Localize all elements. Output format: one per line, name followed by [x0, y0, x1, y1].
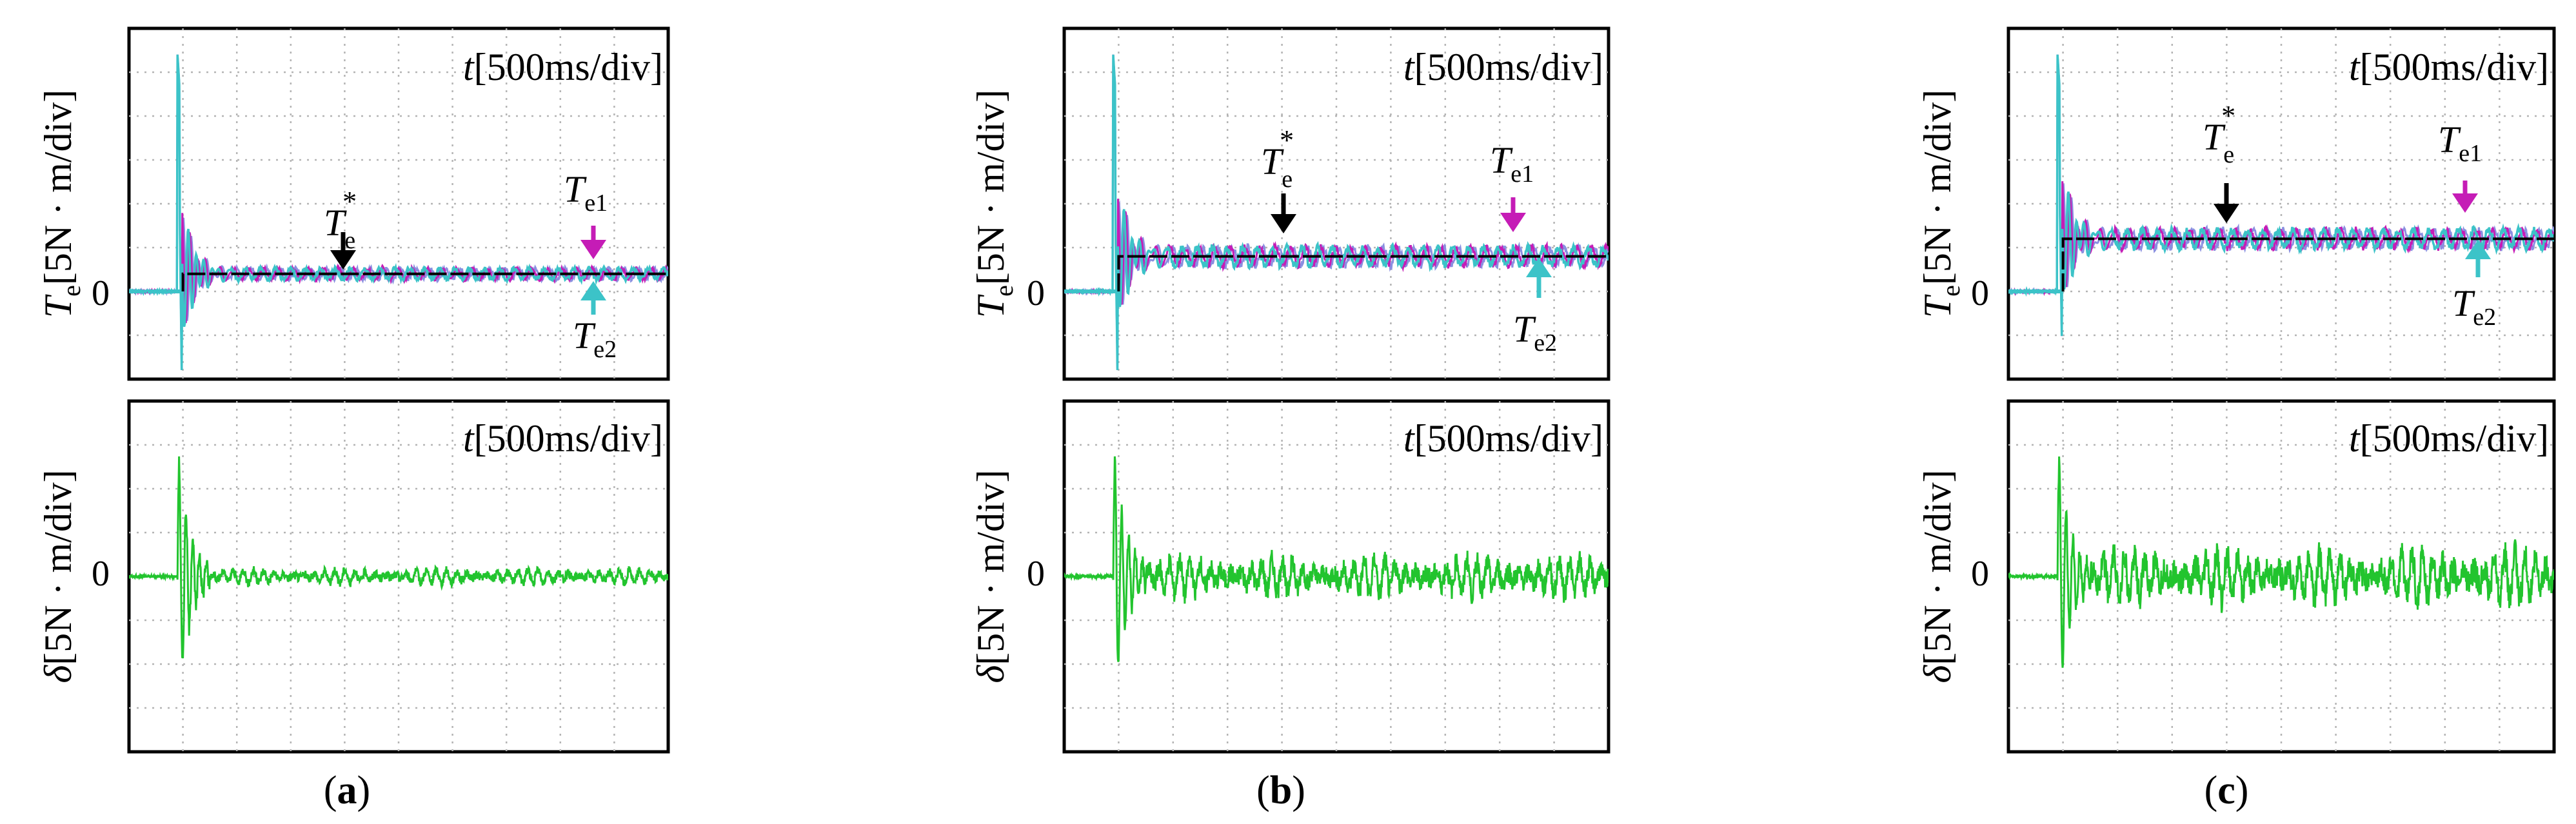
panel-label-b: (b)	[1256, 769, 1305, 812]
delta-plot-a: t[500ms/div] 0 δ[5N · m/div]	[37, 399, 670, 754]
te2-label: Te2	[2452, 282, 2496, 331]
zero-label: 0	[1971, 273, 1989, 313]
y-axis-label: δ[5N · m/div]	[37, 469, 79, 683]
time-axis-label: t[500ms/div]	[2349, 417, 2549, 460]
time-axis-label: t[500ms/div]	[2349, 46, 2549, 88]
ref-torque-label: Te*	[2203, 100, 2235, 168]
delta-traces	[2008, 456, 2554, 668]
series-te1-line	[1064, 54, 1609, 371]
ref-torque-arrow	[2214, 183, 2239, 223]
te1-label: Te1	[2438, 119, 2482, 167]
panel-label-a: (a)	[324, 769, 370, 812]
te1-label: Te1	[1490, 139, 1534, 188]
series-te2-line	[2008, 54, 2554, 337]
time-axis-label: t[500ms/div]	[1403, 46, 1603, 88]
torque-plot-b: t[500ms/div] 0 Te[5N · m/div] Te* Te1 Te…	[969, 26, 1610, 381]
te1-arrow	[1500, 197, 1526, 232]
ref-torque-label: Te*	[324, 186, 357, 254]
y-axis-label: δ[5N · m/div]	[969, 469, 1012, 683]
series-ref-line	[1117, 255, 1609, 291]
zero-label: 0	[92, 273, 110, 313]
panel-a: t[500ms/div] 0 Te[5N · m/div] Te* Te1 Te…	[37, 26, 670, 812]
delta-traces	[1064, 456, 1609, 662]
te2-label: Te2	[1513, 308, 1557, 357]
time-axis-label: t[500ms/div]	[463, 46, 663, 88]
delta-plot-c: t[500ms/div] 0 δ[5N · m/div]	[1916, 399, 2556, 754]
zero-label: 0	[1027, 273, 1045, 313]
y-axis-label: Te[5N · m/div]	[969, 90, 1018, 318]
time-axis-label: t[500ms/div]	[463, 417, 663, 460]
series-delta-line	[2008, 456, 2554, 668]
torque-plot-c: t[500ms/div] 0 Te[5N · m/div] Te* Te1 Te…	[1916, 26, 2556, 381]
te2-label: Te2	[573, 315, 617, 363]
ref-torque-label: Te*	[1261, 124, 1294, 193]
zero-label: 0	[1027, 554, 1045, 594]
torque-traces	[2008, 54, 2554, 337]
panel-label-c: (c)	[2204, 769, 2249, 812]
te2-arrow	[1526, 258, 1552, 298]
zero-label: 0	[1971, 554, 1989, 594]
series-delta-line	[1064, 456, 1609, 662]
delta-traces	[129, 456, 668, 659]
panel-b: t[500ms/div] 0 Te[5N · m/div] Te* Te1 Te…	[969, 26, 1610, 812]
torque-traces	[129, 54, 668, 371]
ref-torque-arrow	[1271, 193, 1296, 233]
y-axis-label: Te[5N · m/div]	[1916, 90, 1965, 318]
te1-arrow	[2452, 181, 2478, 213]
panel-c: t[500ms/div] 0 Te[5N · m/div] Te* Te1 Te…	[1916, 26, 2556, 812]
series-ref-line	[181, 272, 668, 291]
torque-plot-a: t[500ms/div] 0 Te[5N · m/div] Te* Te1 Te…	[37, 26, 670, 381]
ref-torque-arrow	[330, 232, 356, 270]
zero-label: 0	[92, 554, 110, 594]
series-delta-line	[129, 456, 668, 659]
torque-grid	[2008, 28, 2554, 379]
te2-arrow	[2465, 240, 2491, 277]
y-axis-label: Te[5N · m/div]	[37, 90, 86, 318]
torque-grid	[129, 28, 668, 379]
time-axis-label: t[500ms/div]	[1403, 417, 1603, 460]
y-axis-label: δ[5N · m/div]	[1916, 469, 1959, 683]
te1-arrow	[580, 226, 606, 259]
te2-arrow	[580, 281, 606, 315]
te1-label: Te1	[564, 168, 608, 217]
delta-plot-b: t[500ms/div] 0 δ[5N · m/div]	[969, 399, 1610, 754]
series-ref-line	[2061, 237, 2554, 291]
torque-traces	[1064, 54, 1609, 371]
